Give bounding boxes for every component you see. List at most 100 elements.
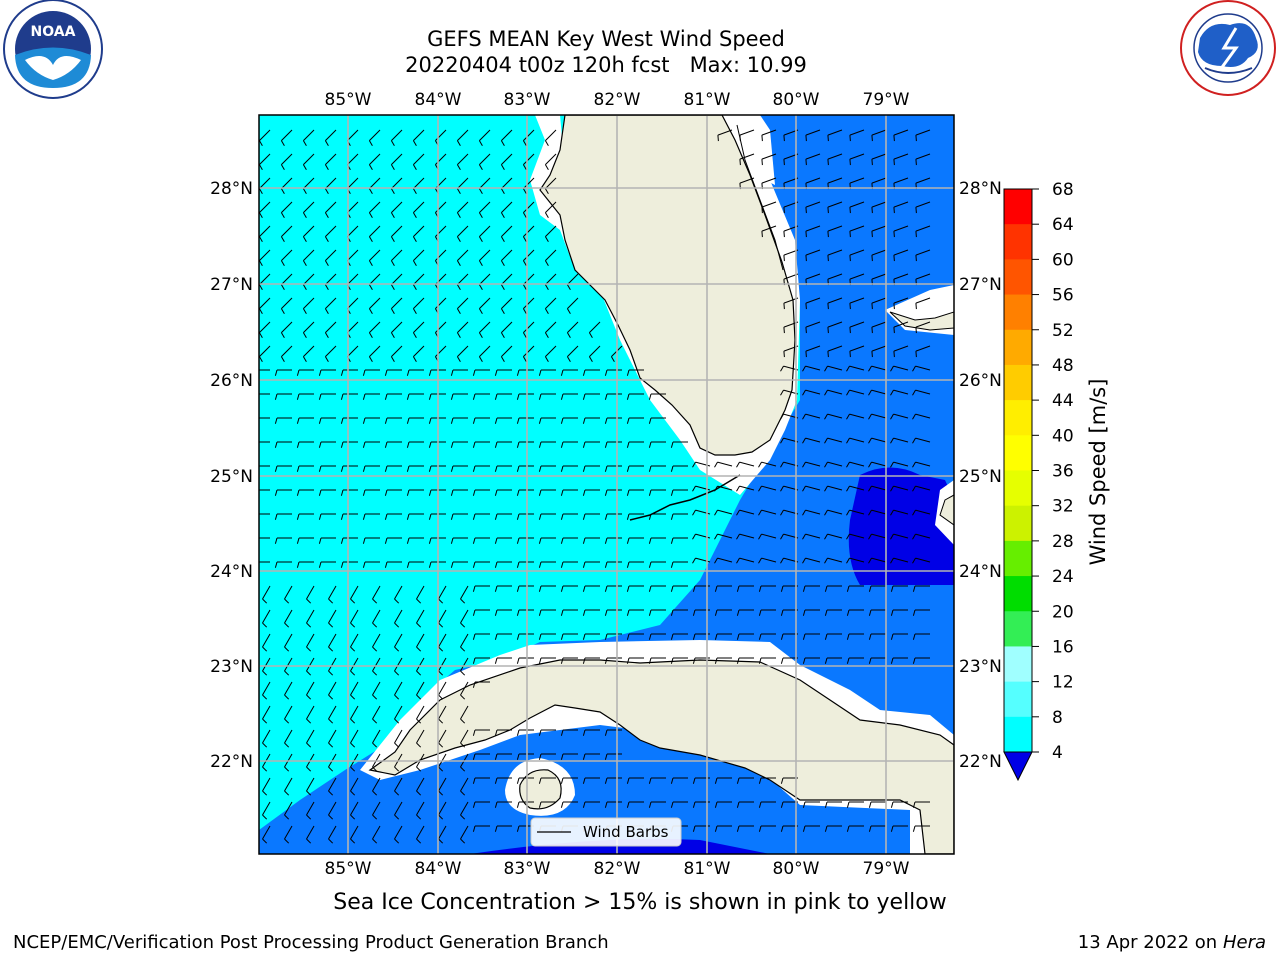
- wind-barb-flag: [626, 657, 630, 664]
- wind-barb-flag: [538, 489, 542, 496]
- wind-barb-flag: [306, 814, 312, 820]
- wind-barb-flag: [824, 801, 828, 808]
- wind-barb-shaft: [328, 729, 337, 744]
- wind-barb-shaft: [369, 321, 381, 333]
- wind-barb-flag: [394, 670, 400, 676]
- wind-barb-flag: [296, 513, 300, 520]
- wind-barb-shaft: [306, 825, 315, 840]
- wind-barb-flag: [871, 135, 873, 142]
- wind-barb-flag: [324, 284, 329, 291]
- wind-barb-flag: [912, 825, 916, 832]
- wind-barb-shaft: [325, 273, 337, 285]
- wind-barb-flag: [274, 369, 278, 376]
- wind-barb-shaft: [281, 153, 293, 165]
- wind-barb-shaft: [394, 609, 403, 624]
- wind-barb-flag: [802, 437, 806, 444]
- wind-barb-flag: [350, 838, 356, 844]
- wind-barb-flag: [516, 753, 520, 760]
- wind-barb-shaft: [372, 657, 381, 672]
- colorbar-tick-label: 52: [1052, 321, 1074, 341]
- wind-barb-flag: [296, 465, 300, 472]
- wind-barb-flag: [893, 303, 895, 310]
- wind-barb-flag: [670, 513, 674, 520]
- wind-barb-shaft: [391, 225, 403, 237]
- wind-barb-shaft: [416, 777, 425, 792]
- wind-barb-flag: [912, 533, 916, 540]
- wind-barb-shaft: [893, 297, 909, 304]
- wind-barb-flag: [714, 557, 718, 564]
- wind-barb-shaft: [347, 273, 359, 285]
- wind-barb-shaft: [893, 413, 909, 419]
- wind-barb-shaft: [391, 321, 403, 333]
- wind-barb-shaft: [281, 177, 293, 189]
- wind-barb-shaft: [435, 201, 447, 213]
- wind-barb-flag: [714, 461, 718, 468]
- wind-barb-flag: [438, 838, 444, 844]
- wind-barb-flag: [450, 513, 454, 520]
- wind-barb-flag: [494, 729, 498, 736]
- wind-barb-flag: [915, 231, 917, 238]
- wind-barb-shaft: [416, 729, 425, 744]
- colorbar-label: Wind Speed [m/s]: [1086, 379, 1110, 566]
- wind-barb-flag: [494, 513, 498, 520]
- wind-barb-flag: [610, 356, 615, 363]
- wind-barb-flag: [460, 622, 466, 628]
- lat-tick-left: 24°N: [210, 562, 253, 582]
- wind-barb-shaft: [391, 177, 403, 189]
- wind-barb-shaft: [372, 729, 381, 744]
- wind-barb-flag: [516, 729, 520, 736]
- wind-barb-flag: [406, 489, 410, 496]
- wind-barb-shaft: [501, 153, 513, 165]
- wind-barb-flag: [780, 557, 784, 564]
- wind-barb-flag: [372, 814, 378, 820]
- wind-barb-flag: [692, 609, 696, 616]
- wind-barb-shaft: [893, 509, 909, 515]
- wind-barb-shaft: [416, 657, 425, 672]
- wind-barb-flag: [604, 441, 608, 448]
- wind-barb-flag: [328, 814, 334, 820]
- wind-barb-flag: [253, 514, 255, 520]
- wind-barb-flag: [516, 825, 520, 832]
- wind-barb-shaft: [805, 557, 821, 563]
- wind-barb-flag: [783, 159, 785, 166]
- wind-barb-flag: [296, 369, 300, 376]
- wind-barb-shaft: [717, 461, 733, 467]
- wind-barb-flag: [868, 485, 872, 492]
- wind-barb-flag: [670, 441, 674, 448]
- wind-barb-shaft: [460, 681, 469, 696]
- wind-barb-flag: [494, 489, 498, 496]
- wind-barb-shaft: [589, 345, 601, 357]
- wind-barb-flag: [302, 308, 307, 315]
- wind-barb-flag: [274, 417, 278, 424]
- wind-barb-shaft: [871, 533, 887, 539]
- sea-ice-note: Sea Ice Concentration > 15% is shown in …: [333, 890, 947, 915]
- wind-barb-flag: [460, 694, 466, 700]
- wind-barb-flag: [736, 657, 740, 664]
- wind-barb-shaft: [372, 609, 381, 624]
- wind-barb-shaft: [259, 177, 271, 189]
- wind-barb-shaft: [827, 225, 843, 232]
- wind-barb-shaft: [347, 321, 359, 333]
- wind-barb-flag: [438, 766, 444, 772]
- wind-barb-flag: [324, 332, 329, 339]
- wind-barb-shaft: [416, 609, 425, 624]
- wind-barb-flag: [472, 801, 476, 808]
- wind-barb-shaft: [523, 321, 535, 333]
- wind-barb-flag: [648, 657, 652, 664]
- wind-barb-flag: [368, 164, 373, 171]
- wind-barb-shaft: [303, 297, 315, 309]
- wind-barb-flag: [915, 135, 917, 142]
- wind-barb-flag: [412, 236, 417, 243]
- wind-barb-flag: [262, 694, 268, 700]
- wind-barb-flag: [805, 159, 807, 166]
- wind-barb-flag: [406, 417, 410, 424]
- lat-tick-left: 23°N: [210, 657, 253, 677]
- noaa-logo: NOAA: [3, 0, 103, 99]
- wind-barb-flag: [538, 513, 542, 520]
- wind-barb-flag: [416, 694, 422, 700]
- wind-barb-flag: [472, 489, 476, 496]
- wind-barb-shaft: [761, 129, 777, 136]
- wind-barb-shaft: [281, 273, 293, 285]
- wind-barb-flag: [318, 561, 322, 568]
- wind-barb-flag: [394, 622, 400, 628]
